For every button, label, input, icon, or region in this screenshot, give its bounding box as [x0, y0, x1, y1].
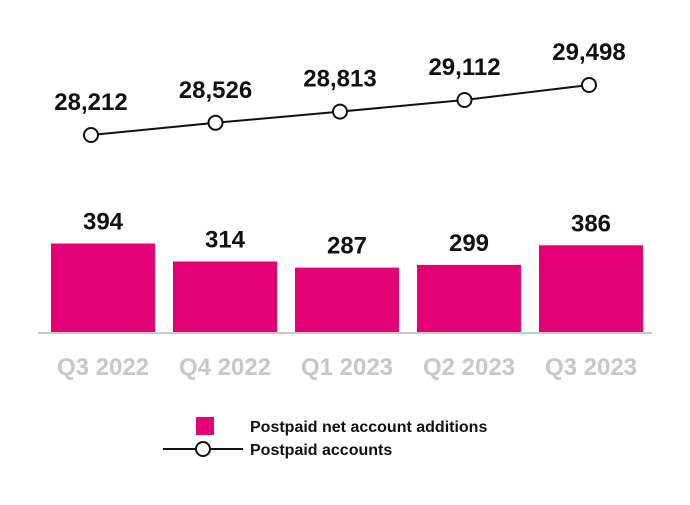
x-tick-label: Q3 2022 [57, 354, 149, 381]
line-point-marker [332, 103, 348, 120]
x-tick-label: Q1 2023 [301, 354, 393, 381]
x-tick-label: Q4 2022 [179, 354, 271, 381]
bar-value-label: 287 [327, 233, 367, 260]
line-value-label: 28,526 [179, 77, 252, 104]
line-point-marker [581, 77, 597, 93]
legend: Postpaid net account additions Postpaid … [163, 417, 487, 459]
bar [417, 264, 521, 332]
x-tick-labels: Q3 2022 Q4 2022 Q1 2023 Q2 2023 Q3 2023 [57, 354, 637, 381]
bar-value-label: 386 [571, 210, 611, 237]
bar [51, 243, 155, 332]
bar-value-label: 394 [83, 209, 124, 236]
line-layer [83, 77, 597, 143]
line-value-label: 28,212 [54, 89, 127, 116]
line-value-label: 29,112 [428, 54, 500, 81]
line-point-marker [207, 114, 224, 131]
x-tick-label: Q3 2023 [545, 354, 637, 381]
bar [173, 261, 277, 332]
bar [295, 267, 399, 332]
legend-line-label: Postpaid accounts [250, 442, 392, 459]
bar [539, 245, 643, 332]
x-tick-label: Q2 2023 [423, 354, 515, 381]
bars-layer [51, 243, 643, 332]
legend-bar-label: Postpaid net account additions [250, 419, 487, 436]
bar-labels-layer: 394 314 287 299 386 [83, 209, 611, 260]
bar-value-label: 314 [205, 227, 246, 254]
bar-value-label: 299 [449, 230, 489, 257]
line-point-marker [456, 92, 473, 108]
line-value-label: 29,498 [552, 39, 625, 66]
line-value-label: 28,813 [303, 66, 376, 93]
legend-bar-swatch [196, 417, 214, 435]
line-labels-layer: 28,212 28,526 28,813 29,112 29,498 [54, 39, 625, 116]
line-point-marker [83, 127, 99, 143]
legend-line-marker [195, 441, 211, 457]
